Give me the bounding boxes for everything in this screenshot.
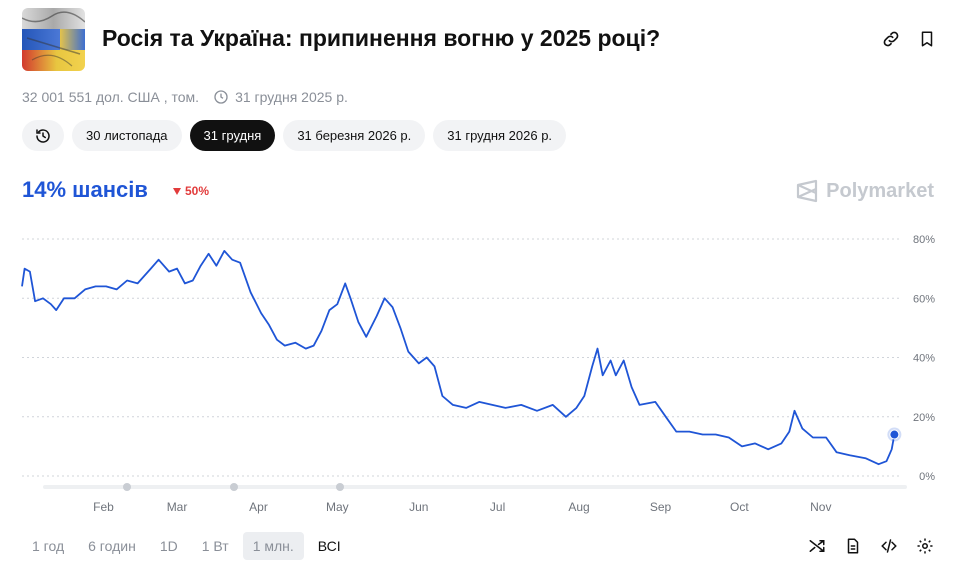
tab-date-3[interactable]: 31 грудня 2026 р. bbox=[433, 120, 567, 151]
x-tick-label: Jun bbox=[409, 500, 428, 514]
x-tick-label: Mar bbox=[167, 500, 188, 514]
history-button[interactable] bbox=[22, 120, 64, 151]
x-tick-label: Aug bbox=[568, 500, 589, 514]
range-6h[interactable]: 6 годин bbox=[88, 538, 136, 554]
range-1m[interactable]: 1 млн. bbox=[242, 532, 304, 560]
timeline-marker bbox=[123, 483, 131, 491]
tab-date-1[interactable]: 31 грудня bbox=[189, 120, 276, 151]
document-icon[interactable] bbox=[842, 535, 864, 557]
embed-code-icon[interactable] bbox=[878, 535, 900, 557]
date-tabs: 30 листопада 31 грудня 31 березня 2026 р… bbox=[22, 120, 567, 151]
y-tick-label: 80% bbox=[913, 234, 935, 246]
timeline-marker bbox=[230, 483, 238, 491]
history-icon bbox=[36, 128, 50, 143]
time-range-selector: 1 год 6 годин 1D 1 Вт 1 млн. ВСІ bbox=[22, 532, 351, 560]
x-tick-label: Apr bbox=[249, 500, 268, 514]
chart-tools bbox=[806, 535, 936, 557]
end-date-label: 31 грудня 2025 р. bbox=[235, 89, 348, 105]
volume-label: 32 001 551 дол. США , том. bbox=[22, 89, 200, 105]
x-tick-label: Jul bbox=[490, 500, 505, 514]
brand-watermark: Polymarket bbox=[796, 179, 934, 203]
timeline-marker bbox=[336, 483, 344, 491]
market-meta: 32 001 551 дол. США , том. 31 грудня 202… bbox=[22, 89, 348, 105]
y-tick-label: 20% bbox=[913, 412, 935, 424]
series-line bbox=[21, 250, 896, 466]
y-tick-label: 40% bbox=[913, 353, 935, 365]
shuffle-icon[interactable] bbox=[806, 535, 828, 557]
x-tick-label: Nov bbox=[810, 500, 831, 514]
settings-gear-icon[interactable] bbox=[914, 535, 936, 557]
x-tick-label: Oct bbox=[730, 500, 749, 514]
tab-date-2[interactable]: 31 березня 2026 р. bbox=[283, 120, 426, 151]
market-header: Росія та Україна: припинення вогню у 202… bbox=[22, 8, 938, 72]
change-badge: 50% bbox=[172, 184, 209, 198]
range-1h[interactable]: 1 год bbox=[32, 538, 65, 554]
link-icon[interactable] bbox=[880, 28, 902, 50]
range-all[interactable]: ВСІ bbox=[317, 538, 341, 554]
chance-label: 14% шансів bbox=[22, 177, 148, 202]
range-1w[interactable]: 1 Вт bbox=[201, 538, 229, 554]
triangle-down-icon bbox=[173, 188, 181, 195]
tab-date-0[interactable]: 30 листопада bbox=[72, 120, 182, 151]
price-chart: 0% 20% 40% 60% 80% Feb Mar Apr May Jun Jul Aug Sep Oc… bbox=[21, 234, 935, 514]
x-tick-label: May bbox=[326, 500, 349, 514]
x-tick-label: Sep bbox=[650, 500, 672, 514]
polymarket-logo-icon bbox=[797, 179, 818, 203]
market-thumbnail bbox=[22, 8, 85, 71]
clock-icon bbox=[214, 90, 228, 104]
range-1d[interactable]: 1D bbox=[159, 538, 178, 554]
y-tick-label: 60% bbox=[913, 293, 935, 305]
current-point bbox=[889, 429, 900, 440]
bookmark-icon[interactable] bbox=[916, 28, 938, 50]
page-title: Росія та Україна: припинення вогню у 202… bbox=[102, 25, 661, 51]
change-value: 50% bbox=[185, 184, 210, 198]
brand-name: Polymarket bbox=[826, 179, 934, 202]
y-tick-label: 0% bbox=[919, 471, 935, 483]
x-tick-label: Feb bbox=[93, 500, 114, 514]
